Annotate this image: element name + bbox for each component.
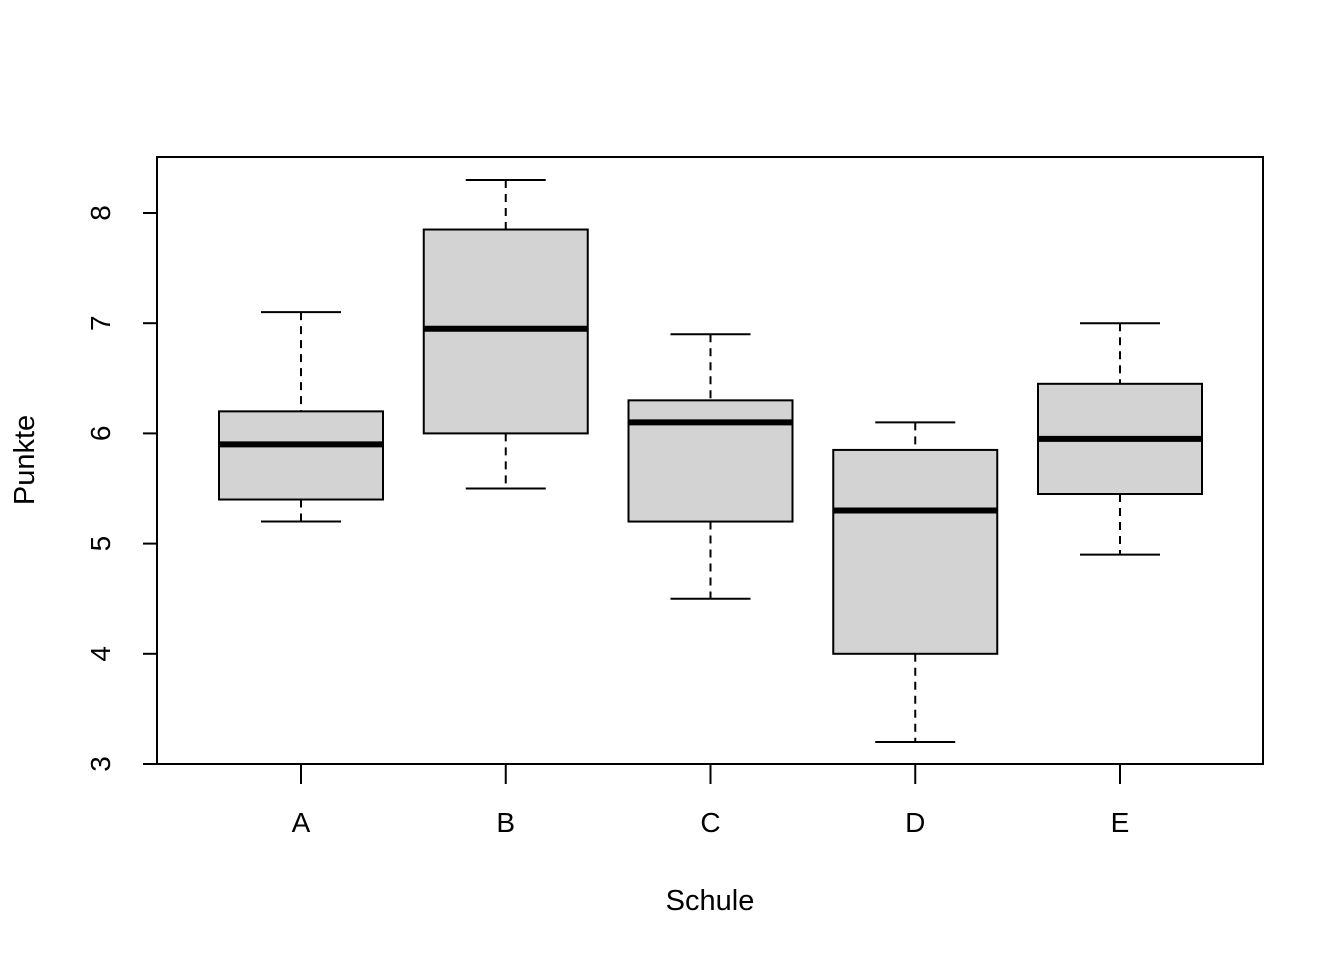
box-b xyxy=(422,178,589,490)
x-tick-label: A xyxy=(292,807,311,838)
boxes xyxy=(218,178,1203,743)
y-tick-label: 3 xyxy=(85,756,116,772)
box-body xyxy=(832,448,999,655)
y-axis-label: Punkte xyxy=(9,415,41,505)
x-tick-label: B xyxy=(496,807,515,838)
x-axis: A B C D E xyxy=(292,764,1130,838)
y-axis: 3 4 5 6 7 8 xyxy=(85,205,158,772)
box-d xyxy=(832,421,999,743)
x-tick-label: D xyxy=(905,807,925,838)
box-body xyxy=(218,410,384,501)
x-tick-label: C xyxy=(700,807,720,838)
y-tick-label: 7 xyxy=(85,315,116,331)
box-c xyxy=(627,333,794,600)
x-tick-label: E xyxy=(1111,807,1130,838)
y-tick-label: 5 xyxy=(85,536,116,552)
box-e xyxy=(1037,322,1203,556)
box-body xyxy=(627,399,794,523)
box-a xyxy=(218,311,384,523)
y-tick-label: 4 xyxy=(85,646,116,662)
y-tick-label: 6 xyxy=(85,426,116,442)
x-axis-label: Schule xyxy=(666,885,755,917)
y-tick-label: 8 xyxy=(85,205,116,221)
